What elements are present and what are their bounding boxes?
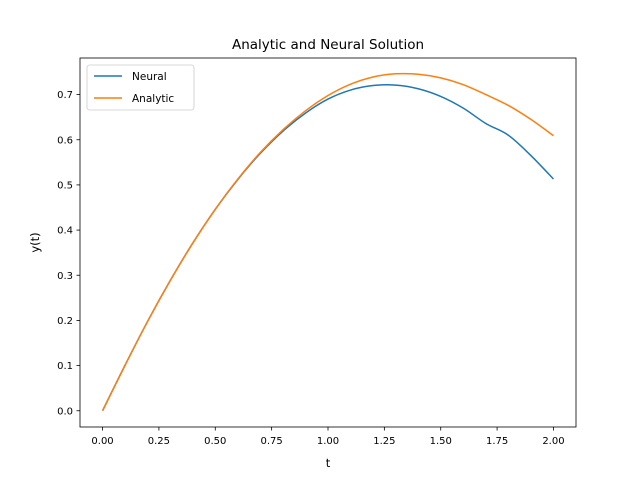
plot-area [101,72,554,412]
x-tick-label: 0.75 [261,436,283,447]
legend-label-analytic: Analytic [132,93,174,105]
y-tick-label: 0.0 [57,406,73,417]
series-line-analytic [101,72,554,412]
x-tick-label: 1.50 [430,436,452,447]
legend-label-neural: Neural [132,71,167,83]
y-axis-label: y(t) [28,232,42,252]
legend: Neural Analytic [86,64,195,111]
y-axis: 0.0 0.1 0.2 0.3 0.4 0.5 0.6 0.7 [57,90,80,417]
x-tick-label: 0.00 [91,436,113,447]
x-tick-label: 0.25 [148,436,170,447]
x-axis: 0.00 0.25 0.50 0.75 1.00 1.25 1.50 1.75 2.00 [91,427,565,447]
x-tick-label: 1.00 [317,436,339,447]
y-tick-label: 0.5 [57,181,73,192]
x-axis-label: t [326,456,331,470]
y-tick-label: 0.1 [57,361,73,372]
x-tick-label: 0.50 [204,436,226,447]
y-tick-label: 0.3 [57,271,73,282]
chart-title: Analytic and Neural Solution [232,37,424,53]
y-tick-label: 0.6 [57,135,73,146]
y-tick-label: 0.7 [57,90,73,101]
x-tick-label: 1.25 [373,436,395,447]
y-tick-label: 0.4 [57,226,73,237]
y-tick-label: 0.2 [57,316,73,327]
x-tick-label: 2.00 [542,436,564,447]
x-tick-label: 1.75 [486,436,508,447]
